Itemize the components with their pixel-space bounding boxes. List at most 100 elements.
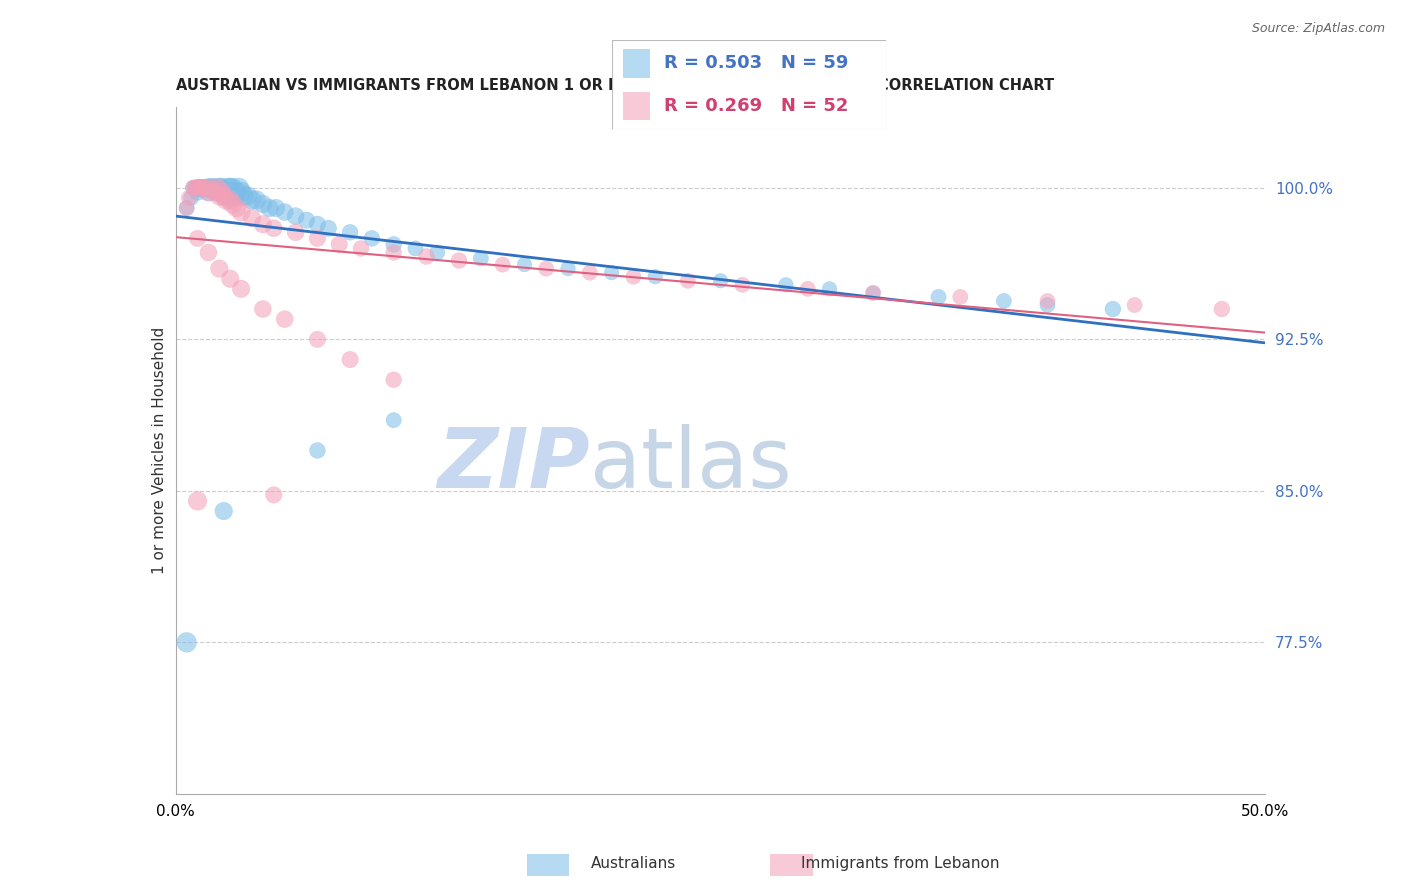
Point <box>184 181 207 195</box>
Point <box>818 282 841 296</box>
Point <box>1036 298 1059 312</box>
Point <box>307 443 329 458</box>
Point <box>225 201 247 215</box>
Point <box>231 282 253 296</box>
Point <box>513 258 536 272</box>
Point <box>186 185 209 199</box>
Point <box>245 193 267 207</box>
Point <box>240 211 263 226</box>
Point <box>176 201 198 215</box>
Point <box>188 181 211 195</box>
FancyBboxPatch shape <box>623 49 650 78</box>
Point <box>252 197 274 211</box>
Point <box>212 185 235 199</box>
Point <box>775 277 797 292</box>
Point <box>710 274 733 288</box>
Point <box>180 191 202 205</box>
Point <box>731 277 754 292</box>
Point <box>284 209 307 223</box>
Point <box>215 193 238 207</box>
Point <box>274 312 297 326</box>
Text: AUSTRALIAN VS IMMIGRANTS FROM LEBANON 1 OR MORE VEHICLES IN HOUSEHOLD CORRELATIO: AUSTRALIAN VS IMMIGRANTS FROM LEBANON 1 … <box>176 78 1054 94</box>
Point <box>1102 301 1125 316</box>
Point <box>284 225 307 239</box>
Text: Source: ZipAtlas.com: Source: ZipAtlas.com <box>1251 22 1385 36</box>
Point <box>181 181 204 195</box>
Point <box>307 231 329 245</box>
Point <box>228 181 250 195</box>
Point <box>862 285 884 300</box>
Point <box>252 301 274 316</box>
Point <box>405 242 427 256</box>
Point <box>259 201 281 215</box>
Text: Australians: Australians <box>591 856 676 871</box>
Point <box>382 413 405 427</box>
Point <box>993 293 1015 308</box>
FancyBboxPatch shape <box>612 40 886 129</box>
Point <box>621 269 644 284</box>
Point <box>186 181 209 195</box>
Point <box>1211 301 1233 316</box>
Point <box>186 231 209 245</box>
Text: R = 0.503   N = 59: R = 0.503 N = 59 <box>664 54 848 72</box>
Point <box>328 237 350 252</box>
Point <box>181 181 204 195</box>
Point <box>208 189 231 203</box>
Point <box>195 181 218 195</box>
Point <box>470 252 492 266</box>
Point <box>197 185 219 199</box>
Point <box>193 181 215 195</box>
Point <box>557 261 579 276</box>
Point <box>263 221 285 235</box>
Y-axis label: 1 or more Vehicles in Household: 1 or more Vehicles in Household <box>152 326 167 574</box>
Point <box>295 213 318 227</box>
Point <box>1036 293 1059 308</box>
Point <box>219 185 242 199</box>
Text: ZIP: ZIP <box>437 424 591 505</box>
Point <box>193 181 215 195</box>
Point <box>600 266 623 280</box>
Point <box>676 274 699 288</box>
Point <box>263 488 285 502</box>
Point <box>579 266 602 280</box>
Point <box>382 245 405 260</box>
Point <box>208 261 231 276</box>
Point <box>447 253 470 268</box>
Point <box>492 258 515 272</box>
Point <box>197 181 219 195</box>
Point <box>200 181 222 195</box>
Point <box>1123 298 1146 312</box>
FancyBboxPatch shape <box>623 92 650 120</box>
Point <box>224 189 246 203</box>
Point <box>197 185 219 199</box>
Point <box>212 504 235 518</box>
Point <box>201 181 224 195</box>
Point <box>219 181 242 195</box>
Point <box>205 181 228 195</box>
Point <box>949 290 972 304</box>
Point <box>318 221 340 235</box>
Point <box>644 269 666 284</box>
Point <box>534 261 557 276</box>
Point <box>307 217 329 231</box>
Point <box>382 237 405 252</box>
Point <box>350 242 373 256</box>
Point <box>307 332 329 346</box>
Point <box>796 282 818 296</box>
Point <box>360 231 382 245</box>
Point <box>191 181 214 195</box>
Point <box>339 225 361 239</box>
Point <box>211 185 233 199</box>
Point <box>186 494 209 508</box>
Point <box>862 285 884 300</box>
Point <box>204 181 226 195</box>
Point <box>426 245 449 260</box>
Point <box>215 189 238 203</box>
Text: Immigrants from Lebanon: Immigrants from Lebanon <box>801 856 1000 871</box>
Point <box>204 185 226 199</box>
Point <box>188 181 211 195</box>
Point <box>231 185 253 199</box>
Point <box>264 201 287 215</box>
Point <box>177 191 200 205</box>
Point <box>231 205 253 219</box>
